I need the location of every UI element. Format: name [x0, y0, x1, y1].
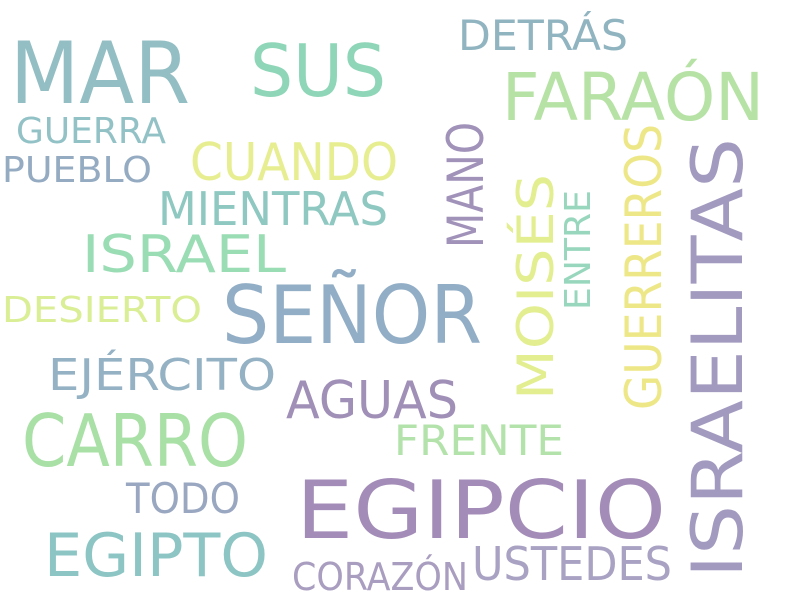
word-egipcio: EGIPCIO — [296, 464, 666, 557]
word-aguas: AGUAS — [286, 371, 458, 431]
word-guerra: GUERRA — [16, 111, 166, 152]
word-frente: FRENTE — [394, 416, 564, 465]
word-sus: SUS — [250, 29, 386, 113]
word-todo: TODO — [125, 474, 240, 523]
word-mano: MANO — [437, 122, 495, 248]
word-cuando: CUANDO — [190, 133, 398, 193]
word-entre: ENTRE — [558, 190, 599, 310]
word-pueblo: PUEBLO — [2, 150, 152, 191]
word-corazon: CORAZÓN — [292, 555, 468, 599]
word-faraon: FARAÓN — [502, 59, 764, 136]
word-israel: ISRAEL — [82, 225, 286, 285]
word-moises: MOISÉS — [506, 174, 565, 400]
word-guerreros: GUERREROS — [615, 124, 673, 410]
word-ejercito: EJÉRCITO — [48, 348, 276, 401]
word-carro: CARRO — [22, 399, 248, 483]
word-egipto: EGIPTO — [44, 521, 268, 591]
word-israelitas: ISRAELITAS — [677, 138, 759, 578]
word-ustedes: USTEDES — [472, 537, 672, 591]
word-senor: SEÑOR — [222, 269, 482, 362]
word-mar: MAR — [10, 24, 190, 124]
word-mientras: MIENTRAS — [158, 182, 388, 236]
word-desierto: DESIERTO — [2, 290, 202, 331]
word-detras: DETRÁS — [458, 10, 628, 60]
